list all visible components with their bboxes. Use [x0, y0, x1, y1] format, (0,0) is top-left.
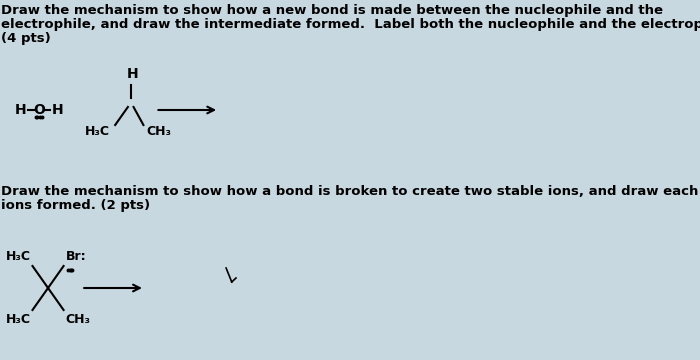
- Text: Draw the mechanism to show how a bond is broken to create two stable ions, and d: Draw the mechanism to show how a bond is…: [1, 185, 700, 198]
- Text: Draw the mechanism to show how a new bond is made between the nucleophile and th: Draw the mechanism to show how a new bon…: [1, 4, 664, 17]
- Text: H: H: [126, 67, 138, 81]
- Text: H₃C: H₃C: [6, 313, 30, 326]
- Text: H: H: [52, 103, 63, 117]
- Text: CH₃: CH₃: [66, 313, 91, 326]
- Text: electrophile, and draw the intermediate formed.  Label both the nucleophile and : electrophile, and draw the intermediate …: [1, 18, 700, 31]
- Text: H: H: [15, 103, 26, 117]
- Text: H₃C: H₃C: [6, 250, 30, 263]
- Text: H₃C: H₃C: [85, 125, 109, 138]
- Text: (4 pts): (4 pts): [1, 32, 51, 45]
- Text: O: O: [33, 103, 45, 117]
- Text: ions formed. (2 pts): ions formed. (2 pts): [1, 199, 150, 212]
- Text: CH₃: CH₃: [146, 125, 172, 138]
- Text: Br:: Br:: [66, 250, 86, 263]
